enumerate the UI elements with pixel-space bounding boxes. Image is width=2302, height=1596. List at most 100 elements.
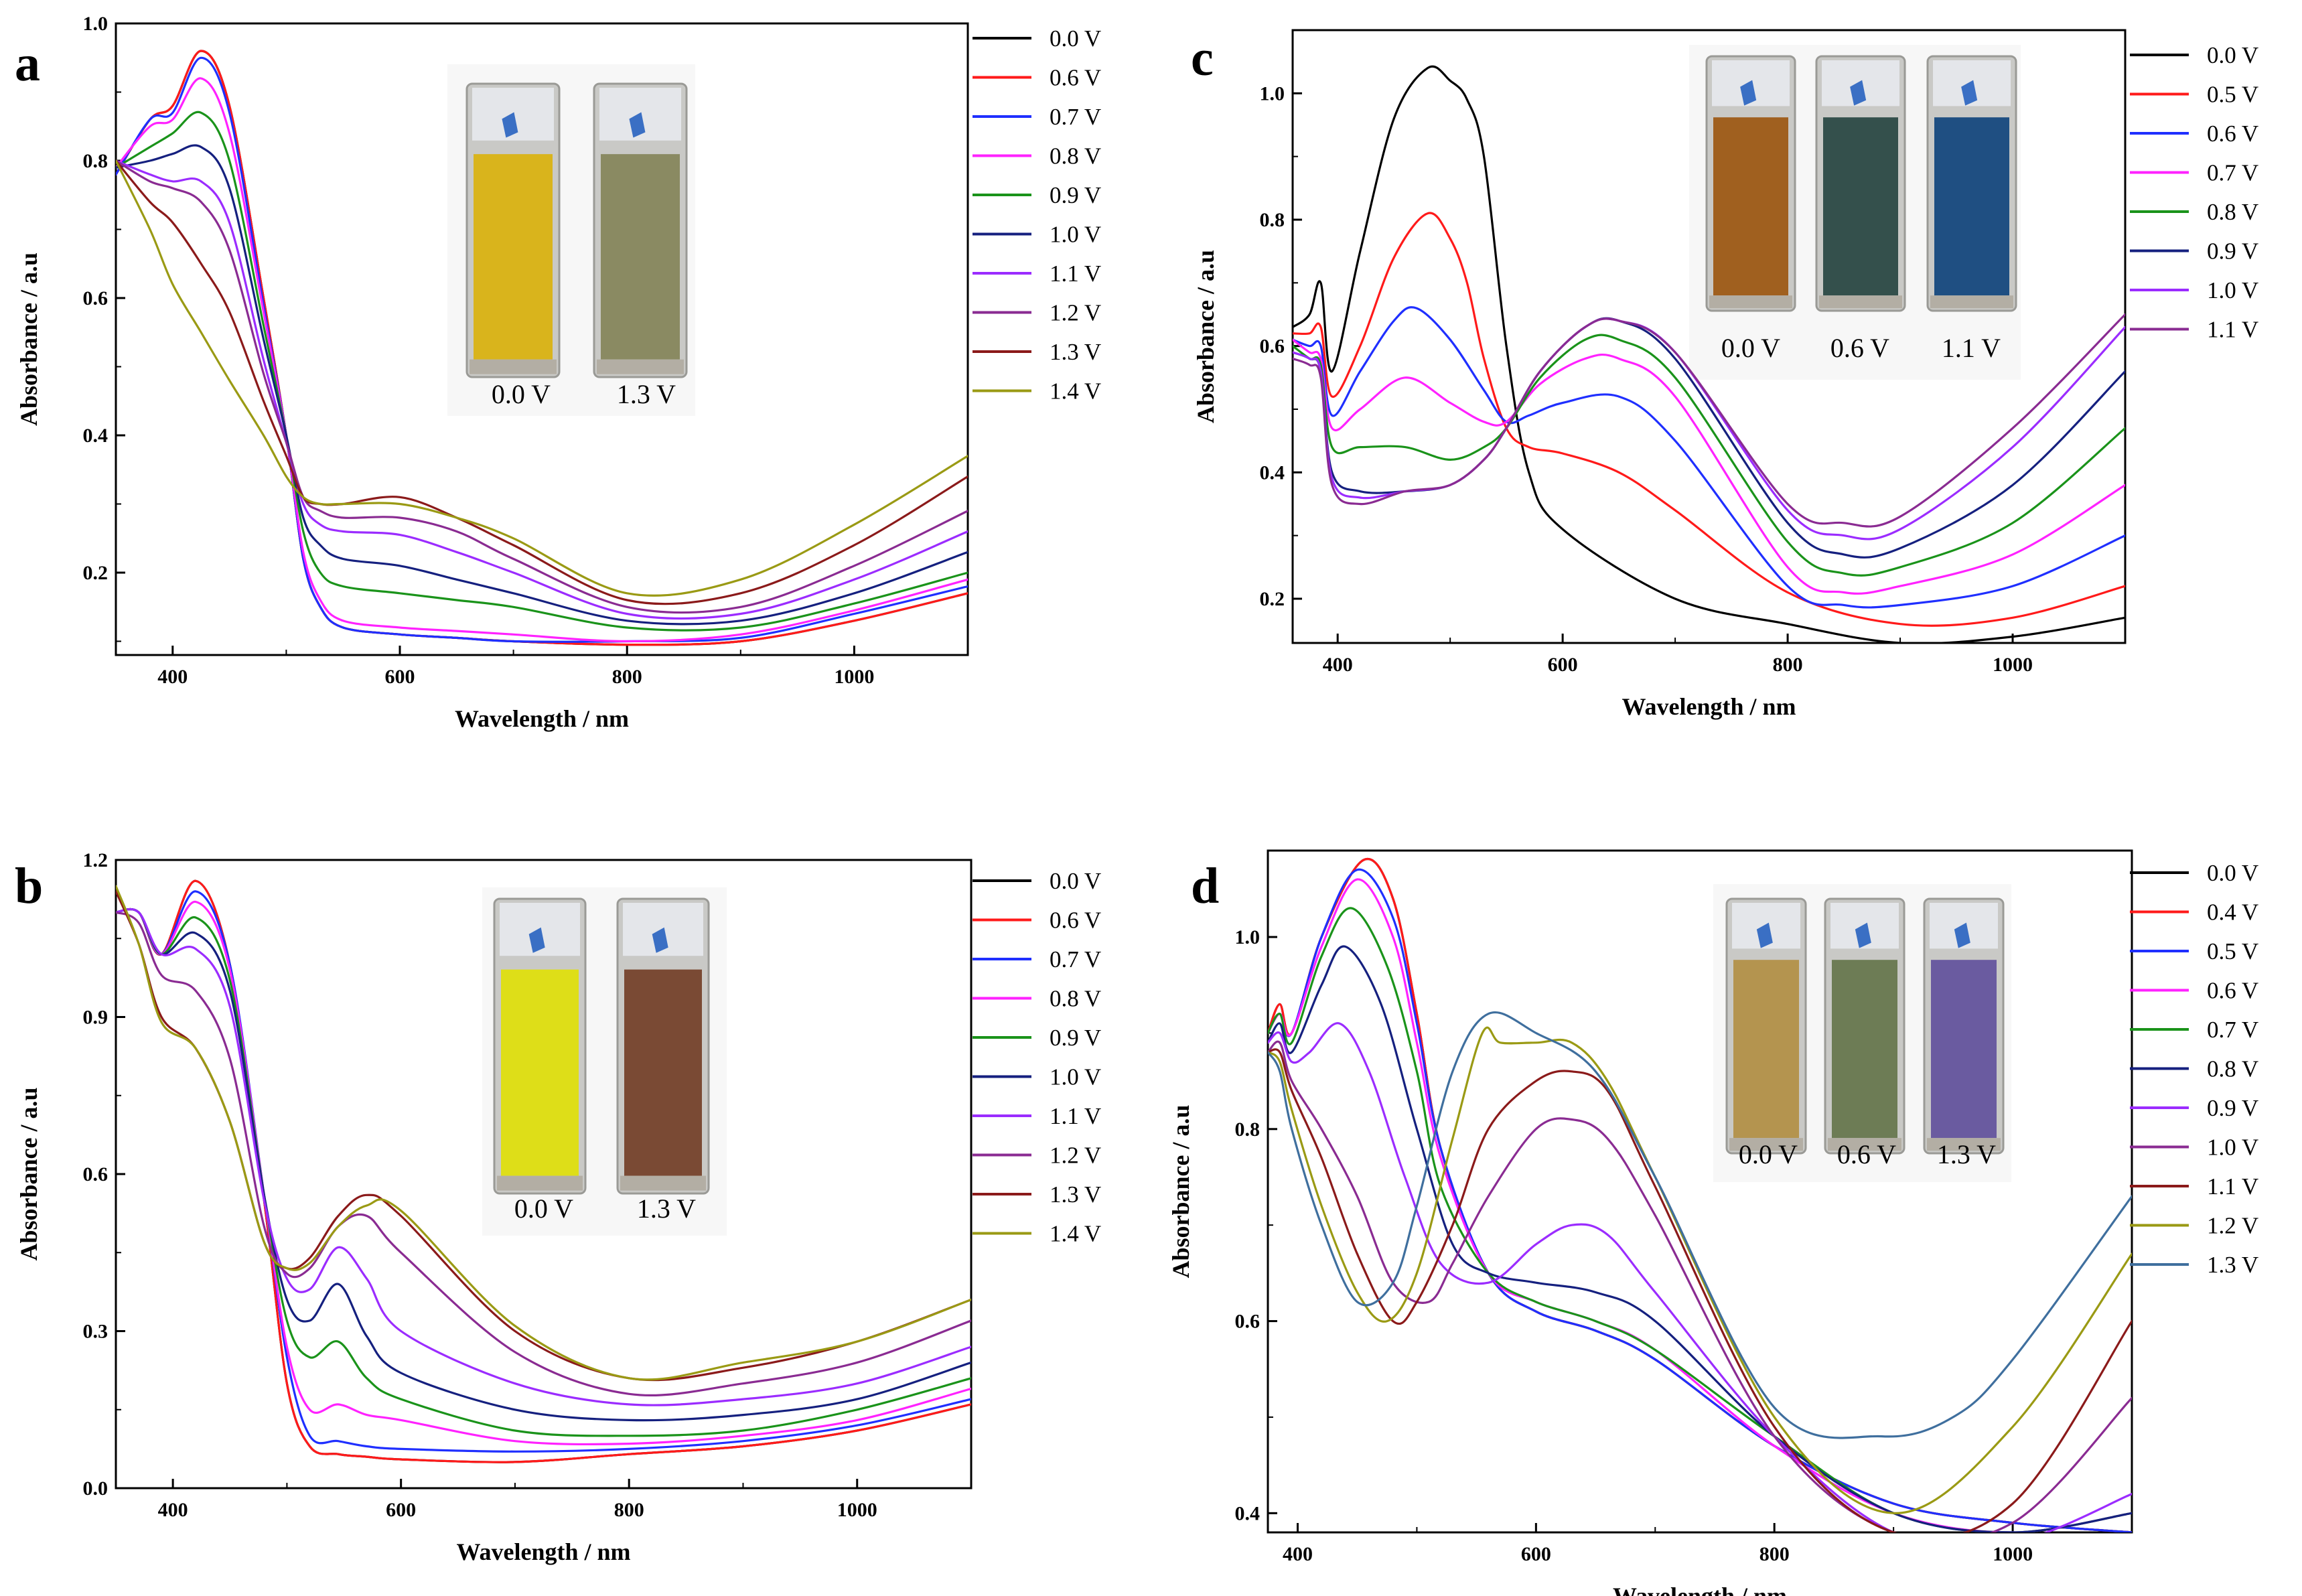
x-tick-label: 800 xyxy=(614,1499,644,1521)
legend-label: 0.6 V xyxy=(2207,121,2258,147)
cuvette-logo-icon xyxy=(1756,922,1773,948)
x-tick-label: 800 xyxy=(1759,1543,1790,1565)
x-axis-title: Wavelength / nm xyxy=(1613,1583,1787,1596)
inset-potential-label: 0.0 V xyxy=(492,379,551,409)
series-lines xyxy=(116,50,968,646)
series-line-12v xyxy=(1268,1026,2132,1514)
cuvette-solution-1 xyxy=(624,969,702,1176)
x-tick-label: 1000 xyxy=(1993,654,2033,676)
series-line-14v xyxy=(116,159,968,597)
x-tick-label: 600 xyxy=(385,666,415,688)
legend-label: 0.0 V xyxy=(1050,25,1101,52)
cuvette-base-1 xyxy=(1819,295,1902,309)
cuvette-solution-1 xyxy=(1823,117,1898,296)
plot-frame xyxy=(1267,849,2133,1534)
series-line-05v xyxy=(1293,212,2125,627)
cuvette-logo-icon xyxy=(528,927,545,953)
cuvette-logo-icon xyxy=(1954,922,1970,948)
inset-potential-label: 0.0 V xyxy=(1721,333,1780,363)
panel-letter: d xyxy=(1191,858,1219,914)
legend-label: 0.7 V xyxy=(1050,946,1101,972)
legend-label: 0.5 V xyxy=(2207,938,2258,964)
legend-label: 0.7 V xyxy=(2207,160,2258,186)
panel-letter: c xyxy=(1191,30,1214,86)
series-line-07v xyxy=(1293,338,2125,595)
inset-potential-label: 1.1 V xyxy=(1942,333,2001,363)
cuvette-solution-1 xyxy=(1832,960,1897,1139)
cuvette-solution-2 xyxy=(1934,117,2009,296)
inset-potential-label: 0.0 V xyxy=(1739,1139,1798,1169)
cuvette-logo-icon xyxy=(629,112,646,138)
panel-letter: b xyxy=(15,858,43,914)
legend-label: 1.4 V xyxy=(1050,378,1101,405)
cuvette-logo-icon xyxy=(1961,80,1978,106)
x-tick-label: 1000 xyxy=(834,666,874,688)
x-tick-label: 1000 xyxy=(837,1499,877,1521)
series-line-10v xyxy=(116,144,968,626)
y-tick-label: 0.4 xyxy=(1235,1502,1261,1524)
inset-potential-label: 1.3 V xyxy=(617,379,676,409)
series-line-12v xyxy=(116,159,968,614)
y-axis-title: Absorbance / a.u xyxy=(1192,250,1219,423)
cuvette-base-1 xyxy=(597,359,684,374)
cuvette-solution-0 xyxy=(501,969,579,1176)
inset-potential-label: 1.3 V xyxy=(1937,1139,1996,1169)
legend-label: 0.9 V xyxy=(2207,238,2258,265)
x-tick-label: 600 xyxy=(1521,1543,1551,1565)
legend-label: 1.2 V xyxy=(2207,1213,2258,1239)
series-line-06v xyxy=(116,879,971,1463)
cuvette-photo-inset: 0.0 V 0.6 V 1.1 V xyxy=(1689,45,2021,380)
series-lines xyxy=(1293,65,2125,643)
cuvette-base-0 xyxy=(470,359,557,374)
legend-label: 0.9 V xyxy=(1050,182,1101,208)
legend-label: 0.8 V xyxy=(1050,986,1101,1012)
legend-label: 1.2 V xyxy=(1050,1143,1101,1169)
y-tick-label: 0.4 xyxy=(1260,461,1285,484)
y-tick-label: 0.0 xyxy=(83,1477,109,1500)
y-tick-label: 0.4 xyxy=(83,425,109,447)
series-line-09v xyxy=(116,908,971,1437)
cuvette-base-1 xyxy=(1828,1138,1901,1151)
cuvette-base-2 xyxy=(1930,295,2013,309)
legend-label: 1.0 V xyxy=(1050,1064,1101,1090)
series-line-14v xyxy=(116,885,971,1381)
x-axis-title: Wavelength / nm xyxy=(455,705,629,732)
y-tick-label: 0.2 xyxy=(83,562,109,584)
y-tick-label: 0.6 xyxy=(83,1163,109,1185)
x-tick-label: 600 xyxy=(1548,654,1578,676)
y-tick-label: 0.8 xyxy=(1260,209,1285,231)
legend-label: 1.1 V xyxy=(2207,317,2258,343)
plot-frame xyxy=(1291,29,2127,644)
y-tick-label: 1.0 xyxy=(1235,926,1261,948)
x-tick-label: 400 xyxy=(158,1499,188,1521)
series-line-11v xyxy=(1293,313,2125,528)
series-line-11v xyxy=(116,908,971,1406)
series-line-10v xyxy=(116,908,971,1422)
legend-label: 0.9 V xyxy=(2207,1095,2258,1121)
cuvette-solution-1 xyxy=(601,154,680,360)
series-lines xyxy=(1268,857,2132,1532)
inset-potential-label: 0.6 V xyxy=(1837,1139,1896,1169)
legend-label: 1.1 V xyxy=(1050,261,1101,287)
cuvette-base-0 xyxy=(1709,295,1792,309)
cuvette-solution-2 xyxy=(1931,960,1997,1139)
series-lines xyxy=(116,879,971,1463)
x-axis-title: Wavelength / nm xyxy=(1622,693,1796,720)
series-line-00v xyxy=(1293,65,2125,643)
legend-label: 0.5 V xyxy=(2207,82,2258,108)
legend-label: 0.9 V xyxy=(1050,1025,1101,1051)
legend-label: 0.8 V xyxy=(2207,199,2258,225)
series-line-08v xyxy=(1293,334,2125,577)
legend-label: 0.6 V xyxy=(2207,978,2258,1004)
x-tick-label: 400 xyxy=(1283,1543,1313,1565)
legend-label: 1.3 V xyxy=(1050,339,1101,365)
legend-label: 0.0 V xyxy=(2207,860,2258,886)
series-line-07v xyxy=(116,890,971,1453)
x-tick-label: 1000 xyxy=(1993,1543,2033,1565)
x-tick-label: 600 xyxy=(386,1499,416,1521)
y-tick-label: 1.2 xyxy=(83,849,109,871)
cuvette-base-2 xyxy=(1927,1138,2001,1151)
x-axis-title: Wavelength / nm xyxy=(456,1538,630,1565)
legend-label: 1.0 V xyxy=(2207,277,2258,303)
